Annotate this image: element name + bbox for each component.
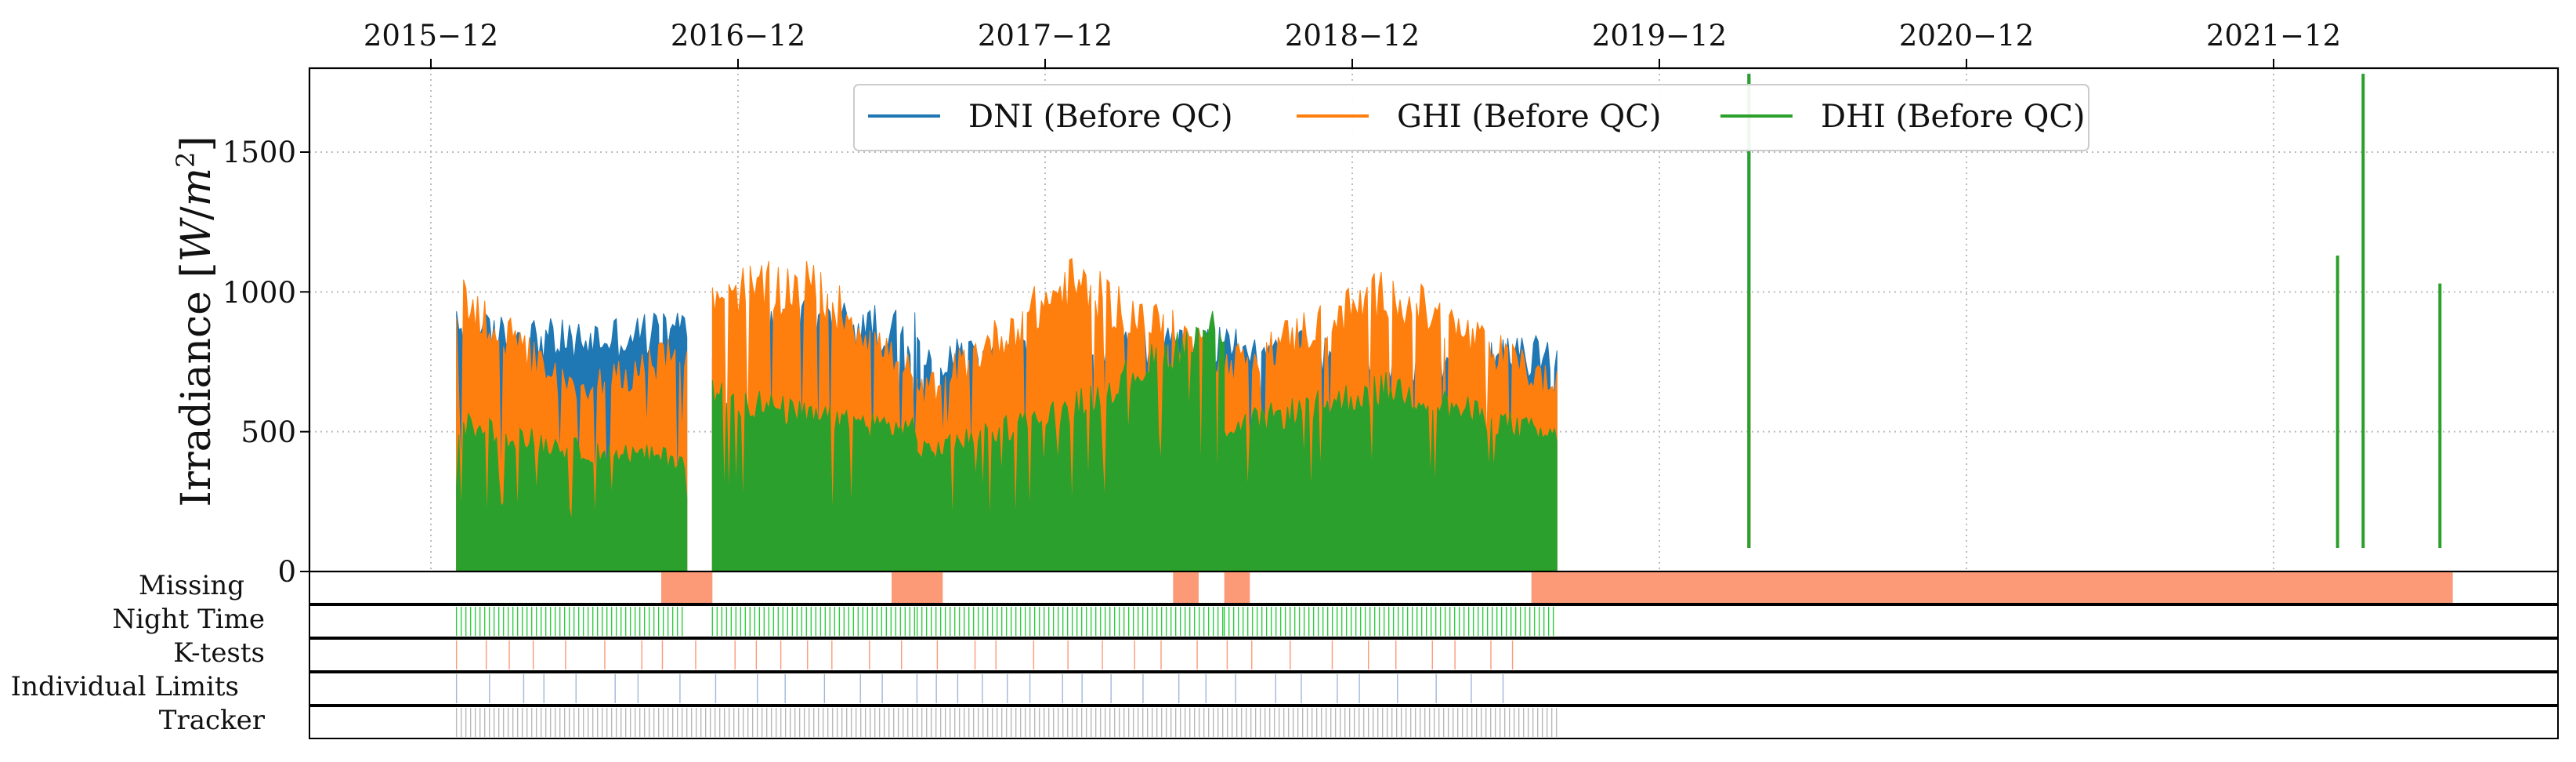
- legend-label-ghi: GHI (Before QC): [1397, 99, 1661, 135]
- flag-row-night-time-fill: [455, 607, 1554, 636]
- x-tick-label: 2015−12: [364, 19, 498, 53]
- flag-row-individual-limits-fill: [455, 674, 1504, 703]
- x-tick-label: 2017−12: [978, 19, 1113, 53]
- flag-row-missing-fill: [661, 572, 2453, 604]
- legend-label-dni: DNI (Before QC): [968, 99, 1233, 135]
- x-tick-label: 2019−12: [1592, 19, 1727, 53]
- y-tick-label: 500: [241, 415, 296, 449]
- flag-label-k-tests: K-tests: [173, 637, 265, 669]
- legend-label-dhi: DHI (Before QC): [1821, 99, 2086, 135]
- flag-row-k-tests-fill: [455, 640, 1514, 669]
- qc-flag-rows: Missing Night Time K-tests Individual Li…: [11, 570, 2559, 739]
- series-segment: [917, 310, 1225, 572]
- x-tick-labels: 2015−12 2016−12 2017−12 2018−12 2019−12 …: [364, 19, 2341, 53]
- legend-box: [853, 84, 2089, 151]
- flag-label-missing: Missing: [139, 570, 244, 601]
- flag-row-missing: [309, 571, 2559, 604]
- flag-row-k-tests: [309, 638, 2559, 672]
- x-tick-label: 2021−12: [2206, 19, 2341, 53]
- x-tick-label: 2020−12: [1899, 19, 2034, 53]
- y-tick-label: 1500: [223, 136, 296, 169]
- flag-row-individual-limits: [309, 672, 2559, 706]
- series-segment: [711, 379, 918, 572]
- flag-label-night-time: Night Time: [112, 604, 265, 635]
- y-axis-label: Irradiance [W/m2]: [171, 136, 220, 506]
- y-tick-label: 1000: [223, 276, 296, 310]
- flag-row-night-time: [309, 604, 2559, 638]
- series-segment: [1224, 372, 1558, 572]
- flag-mark: [661, 572, 713, 604]
- flag-label-individual-limits: Individual Limits: [11, 671, 239, 702]
- flag-row-tracker: [309, 706, 2559, 739]
- x-tick-label: 2016−12: [671, 19, 805, 53]
- flag-mark: [892, 572, 943, 604]
- x-tick-label: 2018−12: [1285, 19, 1420, 53]
- flag-mark: [1531, 572, 2453, 604]
- series-dhi: [456, 74, 2442, 572]
- y-tick-label: 0: [277, 555, 296, 589]
- flag-mark: [1224, 572, 1250, 604]
- flag-mark: [1173, 572, 1199, 604]
- flag-label-tracker: Tracker: [159, 705, 266, 736]
- y-tick-labels: 0 500 1000 1500: [223, 136, 296, 589]
- legend: DNI (Before QC) GHI (Before QC) DHI (Bef…: [853, 84, 2089, 151]
- series-segment: [456, 412, 688, 572]
- flag-row-tracker-fill: [455, 708, 1558, 737]
